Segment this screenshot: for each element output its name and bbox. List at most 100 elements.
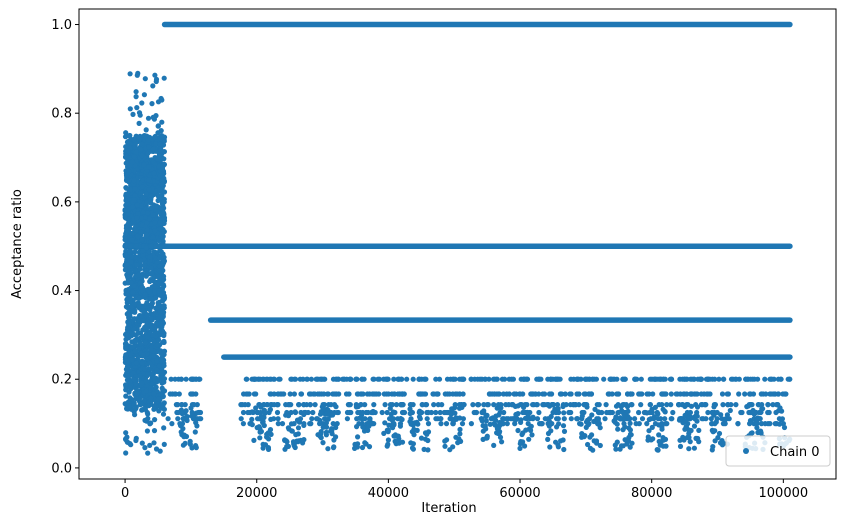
data-point [123,154,129,160]
data-point [157,308,163,315]
data-point [266,436,272,442]
data-point [287,391,293,397]
data-point [613,403,620,409]
data-point [502,376,508,382]
data-point [505,416,511,422]
data-point [333,434,339,440]
y-tick-label: 0.0 [51,461,72,476]
data-point [138,341,144,347]
data-point [149,381,155,387]
data-point [156,280,162,286]
data-point [305,409,311,416]
data-point [134,391,140,397]
data-point [158,328,164,334]
data-point [567,391,573,397]
data-point [127,352,133,358]
data-point [736,391,742,397]
data-point [159,385,165,391]
data-point [558,438,564,444]
data-point [258,409,264,416]
data-point [131,197,137,203]
data-point [129,159,135,165]
data-point [691,445,698,451]
data-point [568,409,574,416]
data-point [148,265,154,271]
data-point [392,433,398,439]
data-point [156,363,162,369]
data-point [515,427,521,434]
data-point [388,411,394,417]
data-point [673,391,679,397]
data-point [155,123,161,129]
x-tick-label: 40000 [368,486,409,501]
data-point [520,430,526,436]
data-point [567,402,574,408]
data-point [517,445,523,451]
data-point [147,307,153,313]
data-point [649,424,655,430]
data-point [133,360,139,366]
data-point [317,391,323,397]
data-point [143,191,149,197]
data-point [271,376,277,382]
data-point [529,391,535,397]
data-point [688,391,694,397]
data-point [522,443,528,449]
data-point [306,391,313,397]
data-point [417,408,423,414]
data-point [193,443,199,449]
data-point [712,428,718,434]
data-point [159,369,165,376]
data-point [601,376,607,382]
data-point [157,173,163,179]
data-point [139,152,145,159]
data-point [295,425,302,431]
data-point [130,204,136,210]
data-point [159,251,165,257]
data-point [267,376,273,382]
data-point [257,435,263,441]
data-point [661,436,667,442]
data-point [416,414,423,420]
data-point [124,434,130,440]
data-point [298,391,304,397]
data-point [468,421,474,427]
data-point [709,447,715,453]
data-point [591,418,597,425]
data-point [141,162,147,168]
data-point [149,371,155,377]
y-axis-label: Acceptance ratio [10,189,25,299]
data-point [161,363,167,369]
plot-frame [78,8,837,480]
data-point [545,436,551,442]
data-point [136,134,142,140]
data-point [606,391,612,397]
data-point [180,416,186,422]
data-point [271,391,277,397]
data-point [139,401,145,407]
data-point [123,185,130,191]
data-point [407,406,413,412]
data-point [777,407,783,413]
data-point [151,311,157,317]
data-point [585,422,591,428]
data-point [534,416,541,422]
data-point [334,409,340,416]
data-point [596,402,602,408]
data-point [645,434,651,440]
data-point [433,409,439,416]
data-point [138,229,144,235]
data-point [267,406,273,413]
data-point [133,437,139,444]
data-point [144,321,150,327]
data-point [153,78,159,85]
data-point [554,402,561,408]
data-point [127,249,133,255]
data-point [677,443,684,449]
data-point [694,404,701,410]
data-point [144,334,151,340]
data-point [504,421,510,427]
data-point [560,403,566,410]
data-point [545,430,552,437]
data-point [647,376,653,382]
